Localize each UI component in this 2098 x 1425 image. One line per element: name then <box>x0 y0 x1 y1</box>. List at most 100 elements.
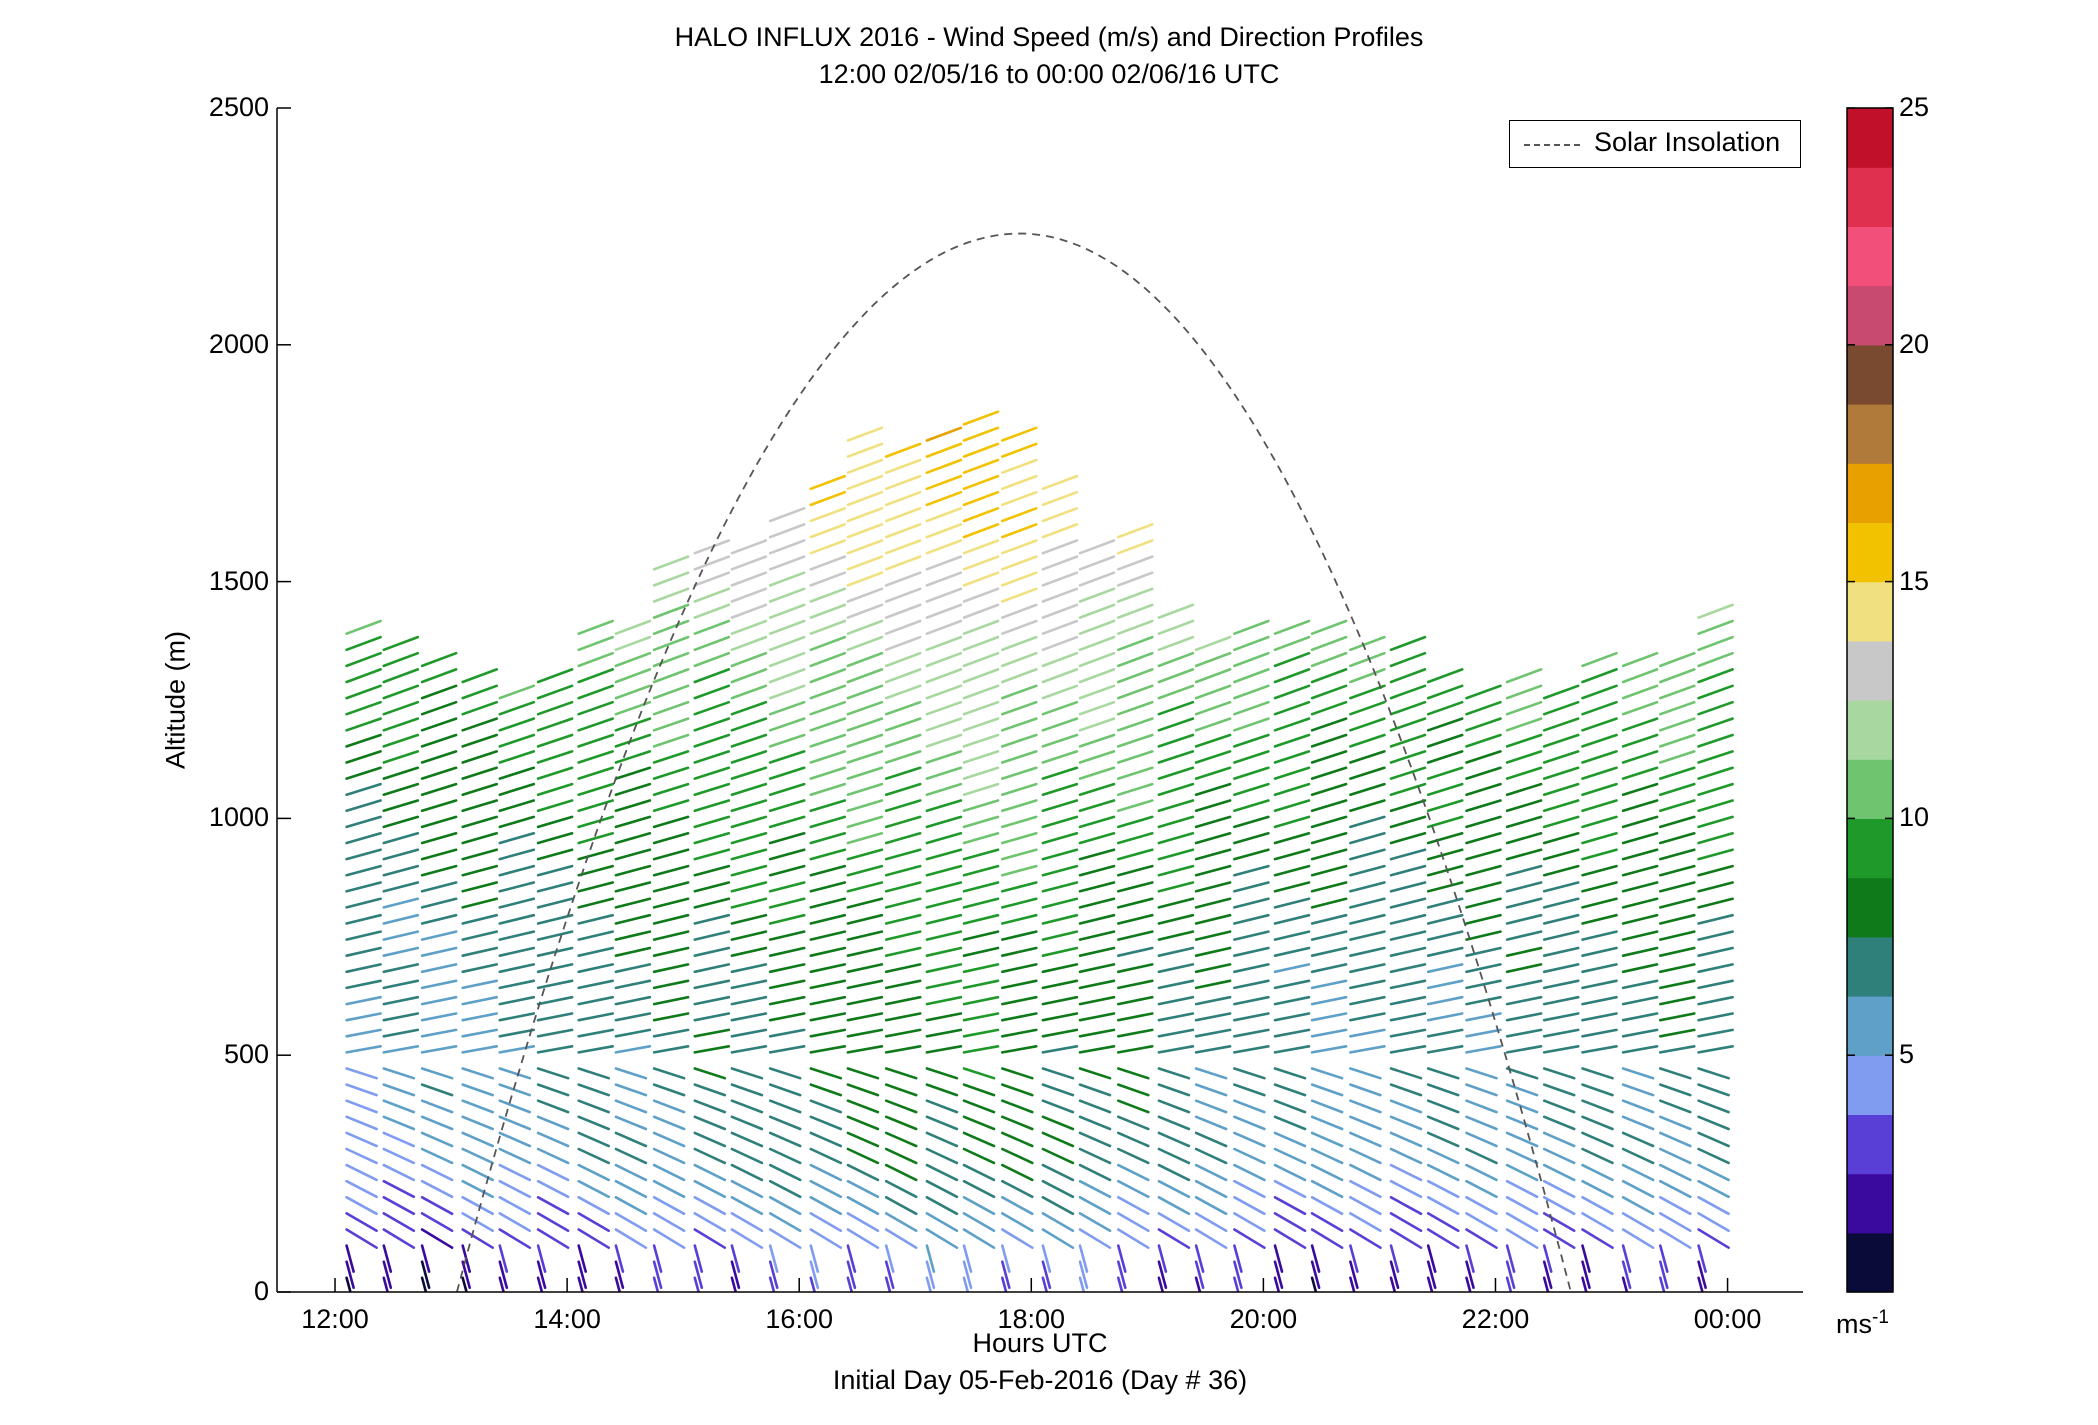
wind-barb <box>1697 799 1734 813</box>
wind-barb <box>846 963 884 974</box>
wind-barb <box>1465 946 1502 958</box>
wind-barb <box>1000 442 1038 458</box>
wind-barb <box>1349 1212 1382 1232</box>
wind-barb <box>1233 930 1270 941</box>
wind-barb <box>1041 1228 1075 1249</box>
wind-barb <box>1273 684 1311 700</box>
wind-barb <box>693 1260 704 1289</box>
wind-barb <box>577 1212 611 1232</box>
wind-barb <box>1273 1276 1281 1292</box>
wind-barb <box>1157 750 1195 764</box>
wind-barb <box>925 815 963 829</box>
wind-barb <box>1078 1244 1089 1273</box>
wind-barb <box>1078 717 1116 732</box>
wind-barb <box>652 750 690 764</box>
wind-barb <box>577 1196 611 1216</box>
wind-barb <box>420 1228 454 1249</box>
wind-barb <box>536 881 574 893</box>
wind-barb <box>1078 651 1116 668</box>
wind-barb <box>461 946 499 958</box>
wind-barb <box>1389 831 1427 845</box>
wind-barb <box>730 930 768 941</box>
wind-barb <box>1000 523 1038 539</box>
wind-barb <box>1426 1212 1460 1232</box>
wind-barb <box>1659 717 1696 732</box>
wind-barb <box>884 474 922 491</box>
wind-barb <box>461 668 499 684</box>
wind-barb <box>1310 815 1348 829</box>
wind-barb <box>768 1244 779 1273</box>
wind-barb <box>809 571 847 587</box>
wind-barb <box>1000 881 1038 893</box>
wind-barb <box>925 700 963 716</box>
wind-barb <box>1000 1244 1011 1273</box>
wind-barb <box>730 684 768 700</box>
y-tick-label: 1000 <box>208 802 269 833</box>
wind-barb <box>884 733 922 748</box>
wind-barb <box>925 651 963 668</box>
wind-barb <box>730 766 768 780</box>
wind-barb <box>420 881 458 893</box>
wind-barb <box>1000 1276 1008 1292</box>
wind-barb <box>768 733 806 748</box>
wind-barb <box>1194 1179 1228 1199</box>
wind-barb <box>884 668 922 684</box>
wind-barb <box>693 979 731 990</box>
wind-barb <box>1041 1244 1052 1273</box>
wind-barb <box>498 1276 505 1292</box>
wind-barb <box>1000 733 1038 748</box>
wind-barb <box>1233 750 1270 764</box>
wind-barb <box>1041 523 1079 539</box>
wind-barb <box>1349 864 1386 877</box>
wind-barb <box>382 635 420 652</box>
wind-barb <box>768 782 806 797</box>
wind-barb <box>1697 766 1734 780</box>
wind-barb <box>1581 1012 1618 1022</box>
wind-barb <box>1117 523 1154 539</box>
wind-barb <box>1273 946 1311 958</box>
wind-barb <box>1000 946 1038 958</box>
wind-barb <box>962 1045 1000 1054</box>
wind-barb <box>1697 750 1734 764</box>
wind-barb <box>536 831 574 845</box>
wind-barb <box>1581 995 1618 1006</box>
wind-barb <box>536 1045 574 1054</box>
wind-barb <box>1505 1045 1543 1054</box>
wind-barb <box>1581 864 1618 877</box>
wind-barb <box>846 1115 880 1131</box>
wind-barb <box>1117 782 1154 797</box>
wind-barb <box>768 523 806 539</box>
wind-barb <box>382 864 420 877</box>
wind-barb <box>1041 1028 1079 1038</box>
wind-barb <box>884 1115 918 1131</box>
wind-barb <box>693 668 731 684</box>
wind-barb <box>1389 815 1427 829</box>
wind-barb <box>1659 782 1696 797</box>
wind-barb <box>962 946 1000 958</box>
wind-barb <box>1117 555 1154 571</box>
wind-barb <box>1465 1212 1498 1232</box>
wind-barb <box>345 668 382 684</box>
wind-barb <box>1542 1276 1550 1292</box>
wind-barb <box>1697 619 1734 636</box>
wind-barb <box>693 1131 727 1148</box>
wind-barb <box>345 864 382 877</box>
wind-barb <box>1465 1083 1498 1097</box>
wind-barb <box>884 1028 922 1038</box>
wind-barb <box>1389 1179 1423 1199</box>
wind-barb <box>846 603 884 619</box>
wind-barb <box>925 782 963 797</box>
wind-barb <box>461 1179 495 1199</box>
wind-barb <box>693 1012 731 1022</box>
wind-barb <box>1041 848 1079 861</box>
wind-barb <box>1117 1244 1127 1273</box>
wind-barb <box>925 1228 959 1249</box>
wind-barb <box>536 848 574 861</box>
wind-barb <box>1000 700 1038 716</box>
wind-barb <box>1465 881 1502 893</box>
wind-barb <box>693 782 731 797</box>
wind-barb <box>1426 881 1464 893</box>
wind-barb <box>382 946 420 958</box>
colorbar-segment <box>1847 167 1893 227</box>
wind-barb <box>730 1212 764 1232</box>
